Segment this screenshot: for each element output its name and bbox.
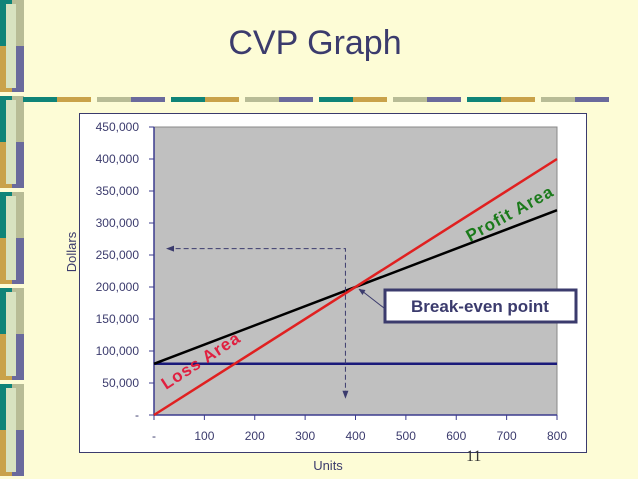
y-tick-label: 50,000 <box>102 376 139 390</box>
decoration-bar <box>57 97 91 102</box>
break-even-guide <box>168 248 346 396</box>
y-tick-label: 150,000 <box>96 312 140 326</box>
y-tick-label: 350,000 <box>96 184 140 198</box>
y-tick-label: 450,000 <box>96 120 140 134</box>
decoration-bar <box>131 97 165 102</box>
y-tick-label: - <box>135 408 139 422</box>
x-tick-label: - <box>152 429 156 443</box>
decoration-bar <box>393 97 427 102</box>
decoration-bar <box>575 97 609 102</box>
decoration-bar <box>353 97 387 102</box>
decoration-block <box>6 292 16 376</box>
decoration-bar <box>205 97 239 102</box>
x-tick-label: 400 <box>345 429 365 443</box>
x-tick-label: 300 <box>295 429 315 443</box>
x-tick-label: 500 <box>396 429 416 443</box>
decoration-bar <box>245 97 279 102</box>
y-tick-label: 250,000 <box>96 248 140 262</box>
decoration-block <box>6 100 16 184</box>
page-number: 11 <box>466 448 482 465</box>
x-tick-label: 100 <box>194 429 214 443</box>
decoration-bar <box>23 97 57 102</box>
x-axis-label: Units <box>313 458 343 473</box>
decoration-bar <box>541 97 575 102</box>
decoration-bar <box>319 97 353 102</box>
y-tick-label: 300,000 <box>96 216 140 230</box>
revenue-line <box>153 157 558 417</box>
break-even-label: Break-even point <box>411 297 549 316</box>
decoration-bar <box>467 97 501 102</box>
decoration-block <box>6 196 16 280</box>
decoration-bar <box>279 97 313 102</box>
decoration-bar <box>501 97 535 102</box>
slide-title: CVP Graph <box>228 24 402 62</box>
arrow-left-icon <box>166 245 174 252</box>
decoration-block <box>6 4 16 88</box>
y-tick-label: 100,000 <box>96 344 140 358</box>
decoration-bar <box>171 97 205 102</box>
pointer-arrow-icon <box>358 289 366 295</box>
y-tick-label: 400,000 <box>96 152 140 166</box>
y-tick-label: 200,000 <box>96 280 140 294</box>
break-even-box <box>383 288 578 324</box>
plot-area <box>153 126 558 416</box>
x-tick-label: 600 <box>446 429 466 443</box>
decoration-bar <box>97 97 131 102</box>
decoration-block <box>6 388 16 472</box>
decoration-bar <box>427 97 461 102</box>
x-tick-label: 800 <box>547 429 567 443</box>
x-tick-label: 200 <box>245 429 265 443</box>
left-decoration <box>0 0 24 479</box>
x-tick-label: 700 <box>497 429 517 443</box>
y-axis-label: Dollars <box>64 231 79 272</box>
arrow-down-icon <box>342 390 349 399</box>
